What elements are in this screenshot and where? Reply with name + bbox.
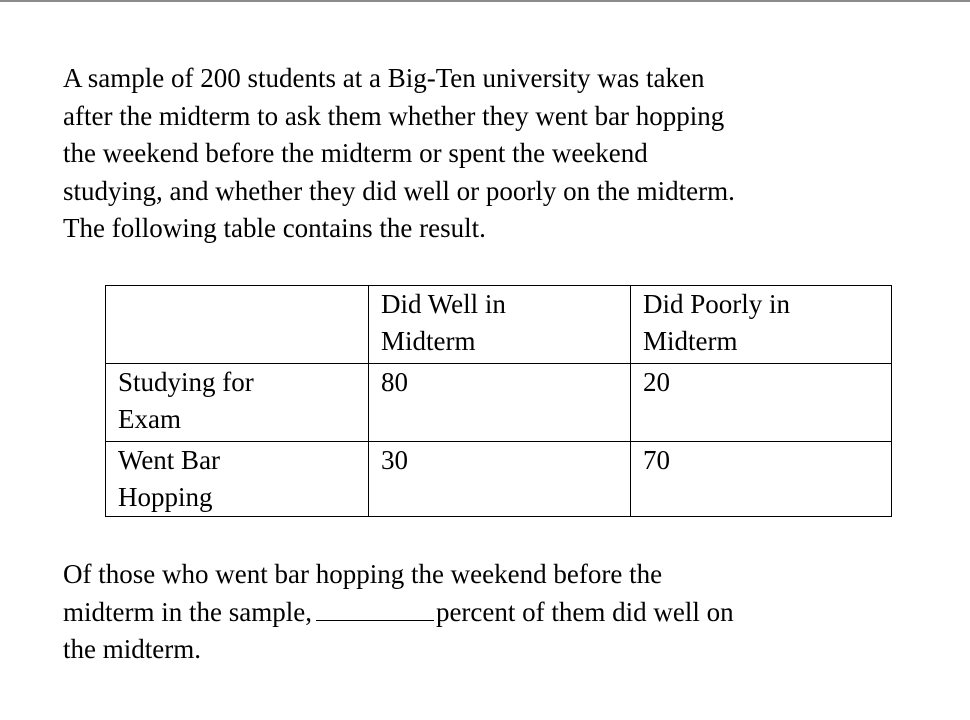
- cell-bar-hopping-did-poorly: 70: [630, 441, 892, 517]
- intro-line: The following table contains the result.: [63, 213, 486, 243]
- answer-blank[interactable]: [315, 600, 434, 621]
- question-line: midterm in the sample,: [63, 596, 312, 627]
- intro-line: A sample of 200 students at a Big-Ten un…: [63, 63, 705, 93]
- table-row: Went Bar Hopping 30 70: [105, 441, 892, 517]
- table-corner-cell: [105, 285, 369, 364]
- row-label-bar-hopping: Went Bar Hopping: [105, 441, 369, 517]
- question-line: the midterm.: [63, 634, 201, 664]
- table-header-row: Did Well in Midterm Did Poorly in Midter…: [105, 285, 892, 364]
- header-did-poorly: Did Poorly in Midterm: [630, 285, 892, 364]
- intro-line: the weekend before the midterm or spent …: [63, 138, 648, 168]
- intro-line: studying, and whether they did well or p…: [63, 175, 735, 206]
- row-label-studying: Studying for Exam: [105, 363, 369, 442]
- top-border-rule: [0, 0, 970, 2]
- intro-line: after the midterm to ask them whether th…: [63, 100, 725, 131]
- header-did-well: Did Well in Midterm: [368, 285, 631, 364]
- question-line: percent of them did well on: [435, 596, 734, 627]
- cell-studying-did-poorly: 20: [630, 363, 892, 442]
- results-table: Did Well in Midterm Did Poorly in Midter…: [105, 285, 892, 517]
- intro-paragraph: A sample of 200 students at a Big-Ten un…: [63, 60, 923, 248]
- table-row: Studying for Exam 80 20: [105, 363, 892, 442]
- cell-bar-hopping-did-well: 30: [368, 441, 631, 517]
- cell-studying-did-well: 80: [368, 363, 631, 442]
- question-line: Of those who went bar hopping the weeken…: [63, 559, 663, 589]
- question-paragraph: Of those who went bar hopping the weeken…: [63, 556, 923, 669]
